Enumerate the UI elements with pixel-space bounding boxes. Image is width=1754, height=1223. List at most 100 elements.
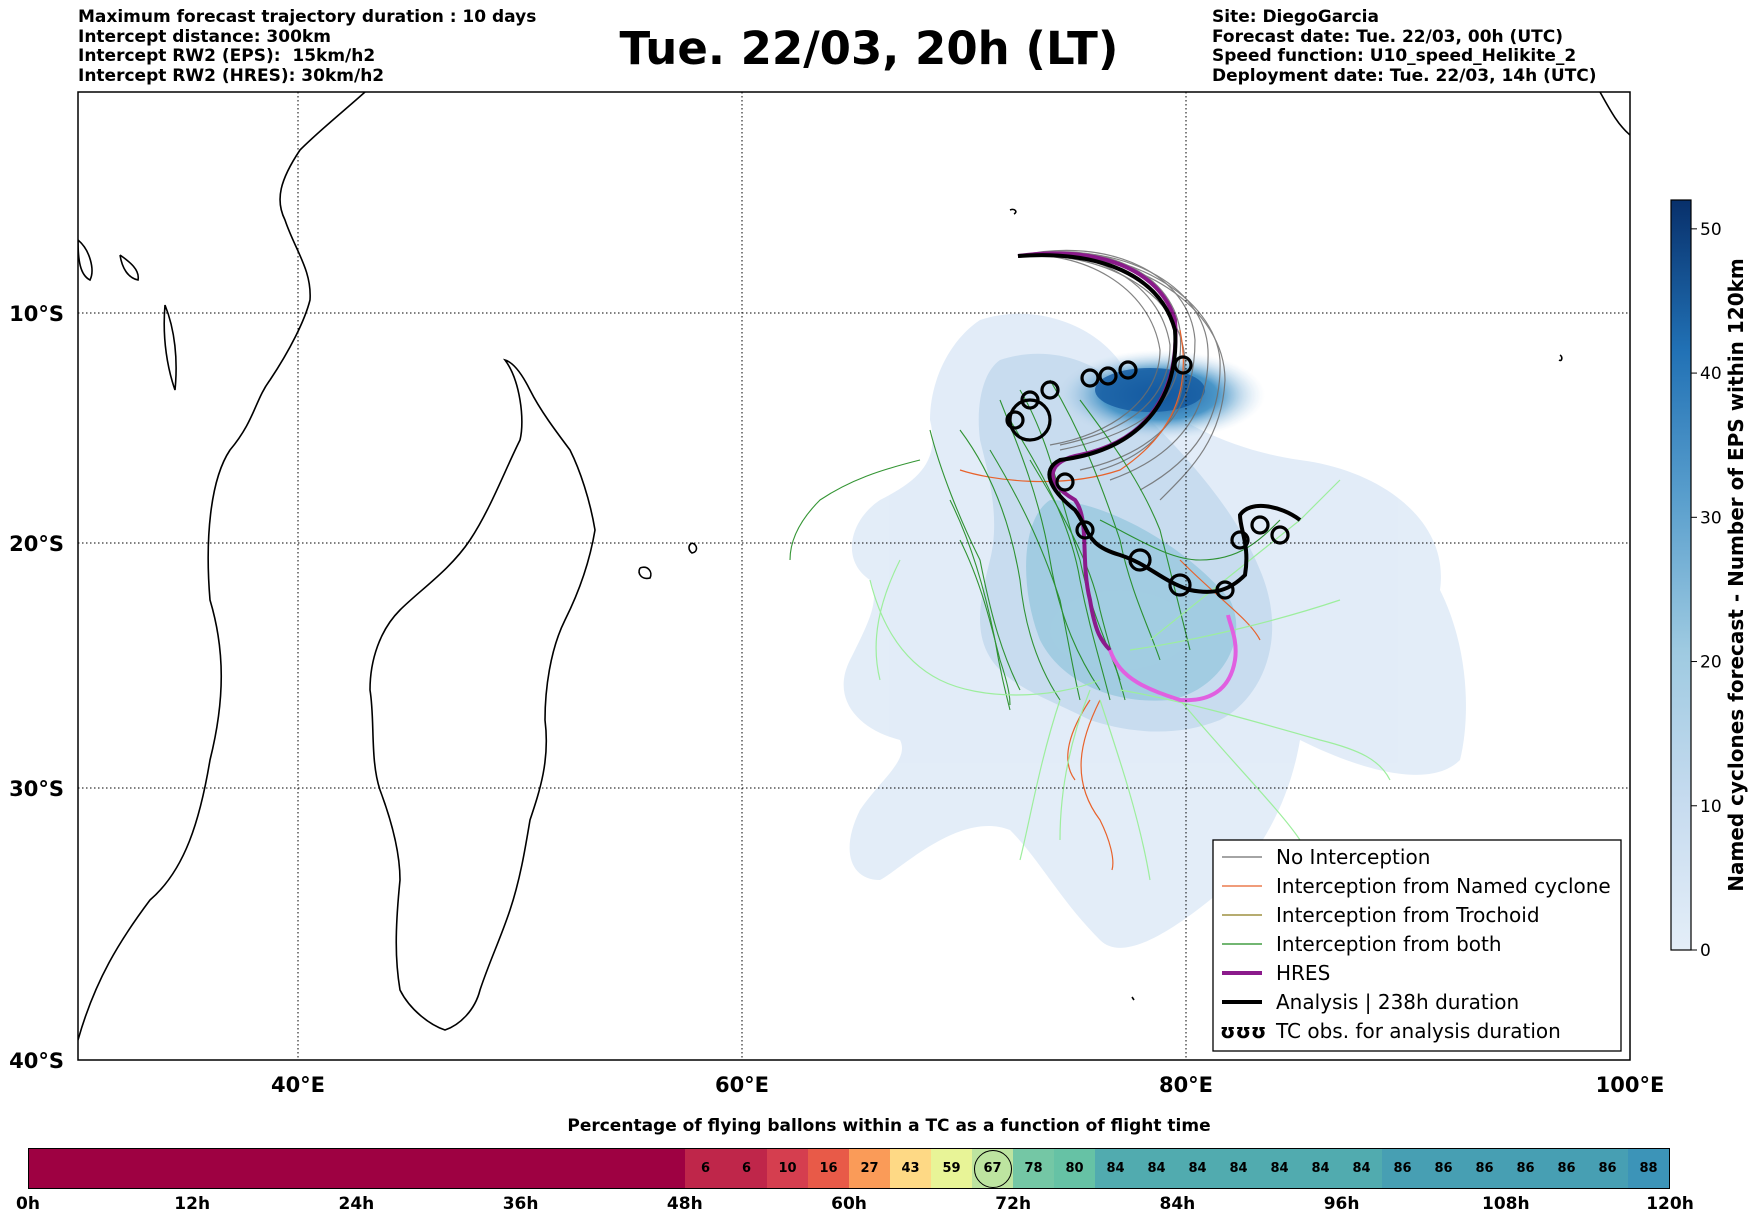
info-line: Deployment date: Tue. 22/03, 14h (UTC) <box>1212 65 1597 86</box>
flight-bar-segment: 86 <box>1382 1149 1424 1188</box>
flight-bar-value: 84 <box>1188 1161 1207 1176</box>
legend-box <box>1212 839 1622 1052</box>
flight-bar-segment: 86 <box>1546 1149 1588 1188</box>
flight-bar-tick-label: 72h <box>995 1194 1032 1214</box>
flight-time-ticks: 0h 12h 24h 36h 48h 60h 72h 84h 96h 108h 120h <box>0 1194 1754 1218</box>
flight-bar-segment: 86 <box>1505 1149 1547 1188</box>
flight-bar-segment: 84 <box>1341 1149 1383 1188</box>
flight-bar-value: 43 <box>901 1161 920 1176</box>
hres-track-end <box>1108 614 1238 703</box>
flight-bar-segment: 78 <box>1013 1149 1055 1188</box>
flight-bar-segment: 27 <box>849 1149 891 1188</box>
flight-bar-value: 16 <box>819 1161 838 1176</box>
flight-bar-value: 86 <box>1598 1161 1617 1176</box>
flight-bar-value: 6 <box>701 1161 711 1176</box>
density-colorbar: 0 10 20 30 40 50 Named cyclones forecast - Nu… <box>1670 199 1748 961</box>
info-line: Intercept RW2 (HRES): 30km/h2 <box>78 65 385 86</box>
flight-bar-value: 86 <box>1475 1161 1494 1176</box>
flight-bar-value: 86 <box>1434 1161 1453 1176</box>
flight-bar-tick-label: 96h <box>1323 1194 1360 1214</box>
colorbar-tick-label: 10 <box>1700 797 1722 817</box>
flight-bar-segment: 84 <box>1136 1149 1178 1188</box>
lon-tick: 60°E <box>715 1073 769 1097</box>
flight-bar-segment: 88 <box>1628 1149 1670 1188</box>
lat-tick: 30°S <box>9 777 64 801</box>
flight-bar-segment: 6 <box>685 1149 727 1188</box>
flight-bar-segment: 6 <box>726 1149 768 1188</box>
flight-bar-value: 6 <box>742 1161 752 1176</box>
legend-label: Analysis | 238h duration <box>1276 990 1519 1014</box>
colorbar-gradient <box>1670 199 1692 951</box>
flight-bar-value: 84 <box>1352 1161 1371 1176</box>
africa-coast <box>78 92 366 1041</box>
flight-bar-value: 59 <box>942 1161 961 1176</box>
lon-tick: 100°E <box>1596 1073 1665 1097</box>
colorbar-tick-label: 50 <box>1700 220 1722 240</box>
colorbar-tick-label: 40 <box>1700 364 1722 384</box>
flight-bar-value: 78 <box>1024 1161 1043 1176</box>
legend-label: No Interception <box>1276 845 1430 869</box>
legend-label: TC obs. for analysis duration <box>1275 1019 1561 1043</box>
flight-bar-value: 86 <box>1393 1161 1412 1176</box>
flight-bar-value: 86 <box>1516 1161 1535 1176</box>
flight-bar-tick-label: 48h <box>666 1194 703 1214</box>
legend-label: HRES <box>1276 961 1330 985</box>
flight-bar-segment: 86 <box>1423 1149 1465 1188</box>
flight-bar-segment: 84 <box>1259 1149 1301 1188</box>
flight-bar-value: 67 <box>973 1149 1012 1188</box>
lat-tick: 40°S <box>9 1049 64 1073</box>
info-line: Intercept RW2 (EPS): 15km/h2 <box>78 46 376 66</box>
colorbar-ticks: 0 10 20 30 40 50 <box>1691 220 1722 961</box>
colorbar-tick-label: 0 <box>1700 941 1711 961</box>
flight-bar-segment: 80 <box>1054 1149 1096 1188</box>
map-content <box>78 92 1630 1060</box>
flight-bar-value: 84 <box>1270 1161 1289 1176</box>
flight-bar-tick-label: 60h <box>831 1194 867 1214</box>
coastlines <box>78 92 1630 1041</box>
flight-bar-segment: 84 <box>1218 1149 1260 1188</box>
flight-bar-value: 88 <box>1639 1161 1658 1176</box>
flight-time-bar: 6 6 10 16 27 43 59 67 78 80 84 84 84 84 84 84 84 86 86 86 86… <box>28 1148 1670 1189</box>
page-title-wrap: Tue. 22/03, 20h (LT) <box>0 22 1754 75</box>
flight-bar-segment: 16 <box>808 1149 850 1188</box>
tc-obs-symbol-icon: ʊʊʊ <box>1220 1019 1266 1043</box>
lat-tick: 10°S <box>9 302 64 326</box>
tc-observation-symbols <box>1005 355 1290 600</box>
flight-bar-value: 10 <box>778 1161 797 1176</box>
flight-bar-value: 84 <box>1229 1161 1248 1176</box>
lon-tick: 40°E <box>271 1073 325 1097</box>
legend-label: Interception from both <box>1276 932 1502 956</box>
flight-bar-value: 84 <box>1147 1161 1166 1176</box>
flight-bar-title: Percentage of flying ballons within a TC… <box>567 1116 1211 1136</box>
legend-label: Interception from Named cyclone <box>1276 874 1611 898</box>
info-line: Maximum forecast trajectory duration : 1… <box>78 7 537 27</box>
header-left-info: Maximum forecast trajectory duration : 1… <box>78 7 537 86</box>
flight-bar-segment: 43 <box>890 1149 932 1188</box>
legend-label: Interception from Trochoid <box>1276 903 1540 927</box>
madagascar-coast <box>369 358 596 1031</box>
lat-tick: 20°S <box>9 532 64 556</box>
flight-bar-segment: 59 <box>931 1149 973 1188</box>
colorbar-tick-label: 20 <box>1700 653 1722 673</box>
interception-light-tracks <box>869 479 1391 881</box>
legend: No Interception Interception from Named … <box>1212 839 1622 1052</box>
flight-bar-tick-label: 36h <box>502 1194 539 1214</box>
info-line: Speed function: U10_speed_Helikite_2 <box>1212 46 1577 66</box>
flight-bar-segment: 86 <box>1464 1149 1506 1188</box>
flight-bar-title-wrap: Percentage of flying ballons within a TC… <box>0 1116 1754 1136</box>
lon-tick: 80°E <box>1159 1073 1213 1097</box>
info-line: Site: DiegoGarcia <box>1212 7 1379 27</box>
flight-bar-value: 84 <box>1311 1161 1330 1176</box>
flight-bar-value: 86 <box>1557 1161 1576 1176</box>
flight-bar-tick-label: 12h <box>174 1194 211 1214</box>
flight-bar-segment: 67 <box>972 1149 1014 1188</box>
flight-bar-segment: 84 <box>1300 1149 1342 1188</box>
flight-bar-segment: 84 <box>1095 1149 1137 1188</box>
map-border <box>77 91 1631 1061</box>
map-grid <box>78 92 1630 1060</box>
header-right-info: Site: DiegoGarcia Forecast date: Tue. 22… <box>1212 7 1597 86</box>
flight-bar-segment: 10 <box>767 1149 809 1188</box>
flight-bar-segment: 84 <box>1177 1149 1219 1188</box>
flight-bar-tick-label: 84h <box>1159 1194 1196 1214</box>
